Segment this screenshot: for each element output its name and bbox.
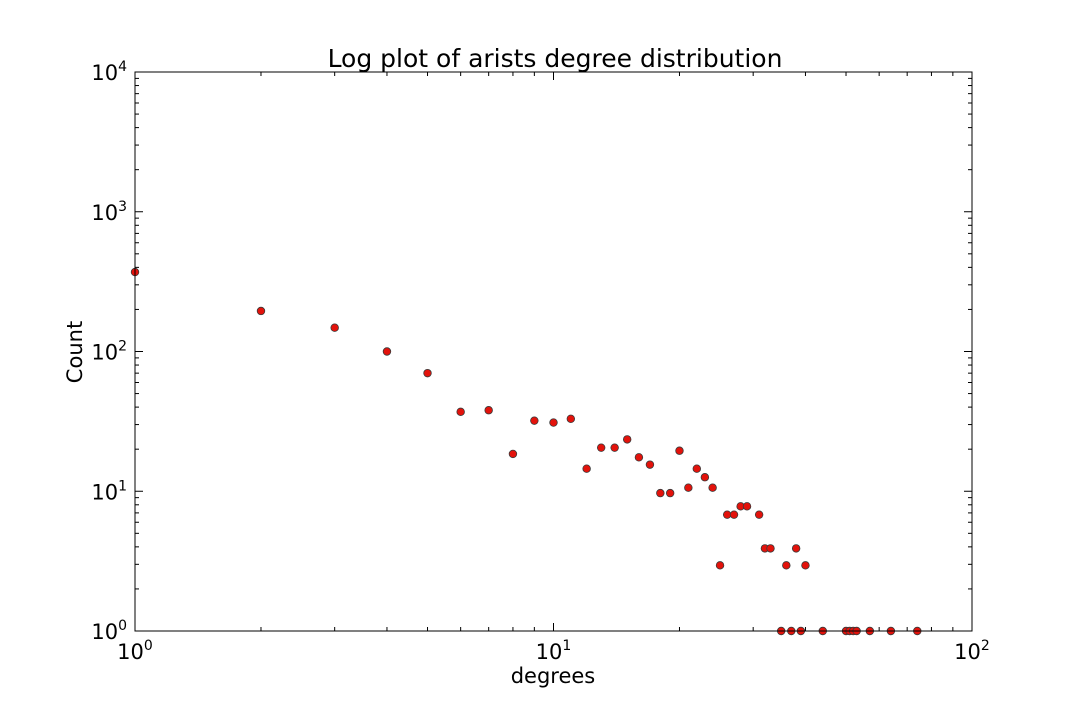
- data-point: [423, 368, 432, 378]
- x-tick-label: 102: [954, 638, 990, 664]
- axis-ticks: [134, 71, 973, 632]
- data-point: [766, 544, 775, 553]
- data-point: [692, 464, 701, 473]
- data-point: [634, 453, 644, 462]
- data-point: [791, 544, 801, 553]
- data-point: [610, 443, 619, 452]
- data-points: [130, 267, 922, 636]
- data-point: [530, 416, 539, 425]
- data-point: [715, 561, 725, 570]
- data-point: [675, 446, 684, 455]
- data-point: [684, 483, 693, 492]
- data-point: [549, 418, 558, 427]
- data-point: [700, 473, 710, 482]
- data-point: [801, 561, 810, 570]
- data-point: [456, 407, 465, 417]
- x-tick-label: 101: [536, 638, 572, 664]
- plot-frame: [134, 71, 973, 632]
- tick-labels: 100 101 102 100 101 102 103 104: [91, 59, 989, 664]
- data-point: [596, 443, 606, 452]
- data-point: [508, 449, 518, 459]
- data-point: [256, 306, 266, 316]
- y-axis-label: Count: [63, 321, 87, 383]
- data-point: [665, 488, 675, 498]
- y-tick-label: 101: [91, 478, 127, 504]
- data-point: [622, 435, 632, 444]
- data-point: [754, 510, 764, 519]
- x-axis-label: degrees: [511, 664, 596, 688]
- data-point: [722, 510, 732, 519]
- data-point: [330, 323, 339, 332]
- data-point: [729, 510, 739, 519]
- y-tick-label: 103: [91, 199, 127, 225]
- data-point: [708, 483, 717, 492]
- y-tick-label: 102: [91, 339, 127, 365]
- y-tick-label: 100: [91, 618, 127, 644]
- data-point: [566, 414, 576, 423]
- y-tick-label: 104: [91, 59, 127, 85]
- data-point: [742, 502, 752, 511]
- x-tick-label: 100: [117, 638, 153, 664]
- data-point: [382, 347, 392, 356]
- data-point: [582, 464, 591, 473]
- data-point: [782, 561, 791, 570]
- data-point: [484, 406, 493, 415]
- chart-title: Log plot of arists degree distribution: [328, 44, 783, 73]
- data-point: [656, 488, 665, 498]
- data-point: [645, 460, 655, 469]
